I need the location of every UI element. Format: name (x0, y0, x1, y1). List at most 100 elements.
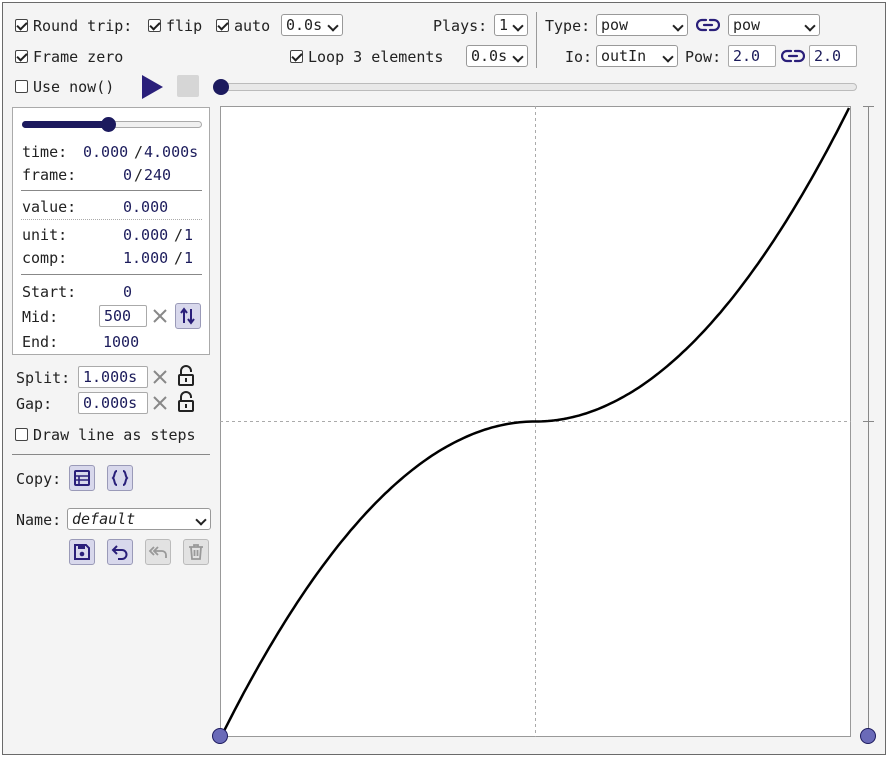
chevron-down-icon (662, 51, 674, 63)
clear-split-icon[interactable] (152, 369, 168, 385)
pow-input-2[interactable]: 2.0 (809, 45, 857, 67)
loop-delay-value: 0.0s (471, 47, 508, 65)
start-label: Start: (22, 283, 77, 301)
pow-input[interactable]: 2.0 (728, 45, 776, 67)
io-select[interactable]: outIn (596, 45, 678, 67)
info-panel: time: 0.000 / 4.000s frame: 0 / 240 valu… (12, 107, 210, 355)
unit-total: 1 (184, 226, 194, 244)
round-trip-label: Round trip: (33, 17, 133, 35)
value-axis-tick (863, 106, 874, 107)
curve-start-handle[interactable] (212, 728, 228, 744)
delete-button[interactable] (183, 539, 209, 565)
easing-curve (220, 107, 851, 736)
time-sep: / (134, 143, 144, 161)
scrub-slider-thumb[interactable] (101, 117, 116, 132)
value-value: 0.000 (123, 198, 169, 216)
clear-gap-icon[interactable] (152, 395, 168, 411)
frame-total: 240 (144, 166, 172, 184)
type-value: pow (601, 16, 629, 34)
chevron-down-icon (804, 20, 816, 32)
name-label: Name: (16, 511, 62, 529)
toolbar-divider (536, 12, 537, 68)
reply-all-icon (148, 546, 167, 558)
scrub-slider-fill (22, 121, 110, 128)
round-trip-checkbox[interactable] (15, 19, 28, 32)
panel-divider-dotted (21, 219, 202, 220)
name-select[interactable]: default (67, 508, 211, 530)
gap-label: Gap: (16, 395, 53, 413)
split-label: Split: (16, 369, 71, 387)
flip-checkbox[interactable] (148, 19, 161, 32)
steps-checkbox[interactable] (15, 428, 28, 441)
end-value: 1000 (103, 333, 140, 351)
steps-label: Draw line as steps (33, 426, 196, 444)
swap-button[interactable] (175, 303, 201, 329)
play-icon[interactable] (140, 74, 164, 100)
split-input[interactable]: 1.000s (78, 366, 148, 388)
panel-divider (21, 190, 202, 191)
undo-button[interactable] (107, 539, 133, 565)
frame-value: 0 (123, 166, 133, 184)
swap-vertical-icon (180, 307, 195, 325)
lock-open-icon[interactable] (177, 365, 195, 387)
value-axis-tick (863, 421, 874, 422)
chevron-down-icon (672, 20, 684, 32)
start-value: 0 (123, 283, 133, 301)
time-value: 0.000 (83, 143, 129, 161)
plays-label: Plays: (433, 17, 488, 35)
value-label: value: (22, 198, 77, 216)
progress-thumb[interactable] (213, 79, 229, 95)
copy-table-button[interactable] (69, 465, 95, 491)
section-divider (12, 454, 210, 455)
auto-checkbox[interactable] (216, 19, 229, 32)
unit-sep: / (174, 226, 184, 244)
reset-button[interactable] (145, 539, 171, 565)
comp-total: 1 (184, 249, 194, 267)
time-total: 4.000s (144, 143, 199, 161)
gap-input[interactable]: 0.000s (78, 392, 148, 414)
use-now-label: Use now() (33, 78, 115, 96)
flip-label: flip (166, 17, 203, 35)
type-select[interactable]: pow (596, 14, 688, 36)
io-label: Io: (565, 48, 593, 66)
pow-label: Pow: (685, 48, 722, 66)
copy-json-button[interactable] (107, 465, 133, 491)
mid-label: Mid: (22, 308, 59, 326)
comp-value: 1.000 (123, 249, 169, 267)
value-axis-handle[interactable] (860, 728, 876, 744)
frame-sep: / (134, 166, 144, 184)
name-value: default (72, 510, 136, 528)
use-now-checkbox[interactable] (15, 80, 28, 93)
trash-icon (189, 544, 203, 560)
unit-label: unit: (22, 226, 68, 244)
type-label: Type: (545, 17, 591, 35)
loop-checkbox[interactable] (290, 50, 303, 63)
chevron-down-icon (327, 20, 339, 32)
unit-value: 0.000 (123, 226, 169, 244)
lock-open-icon[interactable] (177, 391, 195, 413)
plays-select[interactable]: 1 (494, 14, 528, 36)
mid-input[interactable]: 500 (99, 305, 147, 327)
auto-delay-value: 0.0s (286, 16, 323, 34)
plays-value: 1 (499, 16, 509, 34)
frame-zero-checkbox[interactable] (15, 50, 28, 63)
link-icon[interactable] (781, 47, 805, 65)
comp-sep: / (174, 249, 184, 267)
progress-track[interactable] (221, 83, 857, 91)
frame-zero-label: Frame zero (33, 48, 124, 66)
save-button[interactable] (69, 539, 95, 565)
type-select-2[interactable]: pow (728, 14, 820, 36)
link-icon[interactable] (696, 16, 720, 34)
auto-delay-select[interactable]: 0.0s (281, 14, 343, 36)
value-axis (868, 106, 869, 734)
clear-mid-icon[interactable] (152, 308, 168, 324)
undo-icon (111, 545, 128, 560)
table-icon (74, 470, 90, 486)
comp-label: comp: (22, 249, 68, 267)
chevron-down-icon (512, 51, 524, 63)
loop-delay-select[interactable]: 0.0s (466, 45, 528, 67)
chevron-down-icon (512, 20, 524, 32)
braces-icon (111, 470, 129, 486)
stop-icon[interactable] (177, 75, 199, 97)
